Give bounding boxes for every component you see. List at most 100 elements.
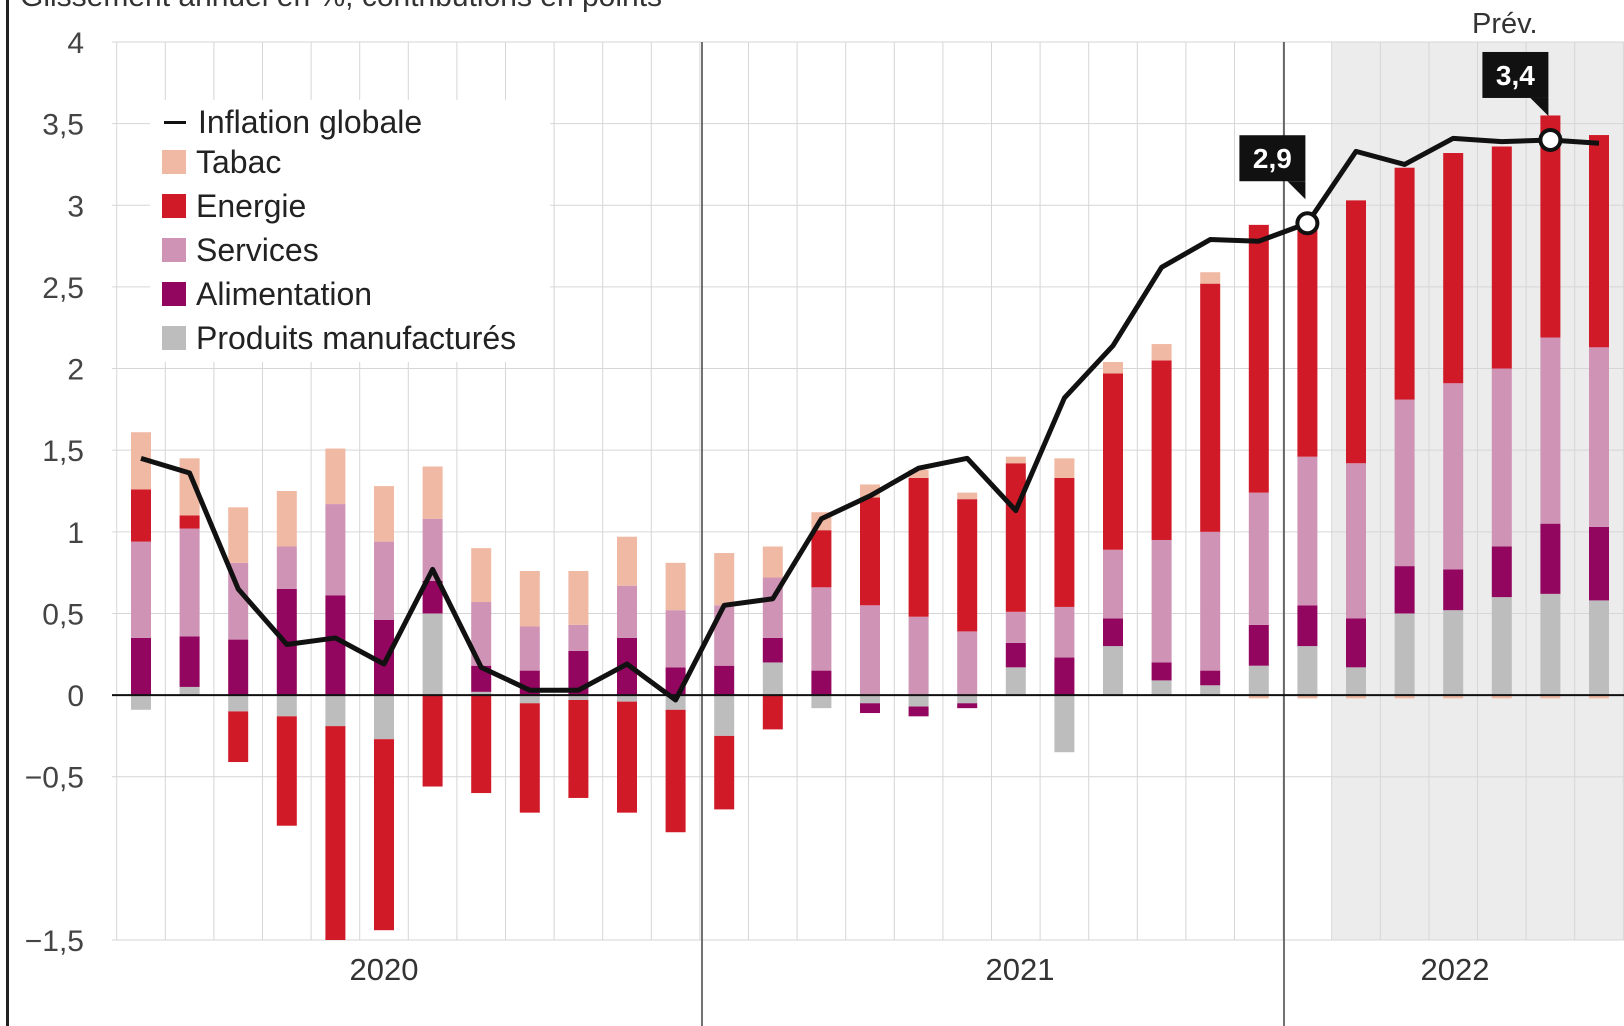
bar-alimentation [1394, 566, 1415, 614]
bar-energie [519, 703, 540, 813]
bar-tabac [1200, 272, 1221, 284]
legend-swatch [162, 238, 186, 262]
bar-energie [1589, 135, 1609, 348]
bar-tabac [568, 571, 589, 625]
bar-energie [276, 716, 297, 826]
bar-tabac [1346, 695, 1366, 699]
y-tick-label: 2 [67, 354, 84, 387]
bar-energie [179, 515, 200, 529]
bar-energie [957, 499, 978, 632]
bar-produits [617, 695, 637, 702]
legend-swatch [162, 326, 186, 350]
bar-produits [422, 613, 443, 696]
bar-tabac [1540, 695, 1561, 699]
y-tick-label: 2,5 [42, 272, 84, 305]
bar-produits [762, 662, 783, 696]
bar-alimentation [1151, 662, 1172, 681]
callout-box [1239, 135, 1306, 182]
bar-energie [1248, 224, 1269, 493]
y-tick-label: 0,5 [42, 598, 84, 631]
bar-energie [714, 735, 735, 810]
bar-produits [1589, 600, 1609, 696]
bar-services [860, 605, 880, 696]
bar-energie [860, 497, 880, 606]
forecast-label: Prév. [1472, 8, 1538, 40]
legend-item-energie: Energie [162, 186, 306, 226]
x-year-label: 2021 [986, 952, 1055, 987]
bar-alimentation [568, 651, 589, 696]
bar-produits [1346, 667, 1366, 696]
bar-tabac [1589, 695, 1609, 699]
bar-services [179, 528, 200, 637]
bar-services [1005, 611, 1026, 643]
bar-energie [228, 711, 249, 763]
bar-produits [325, 695, 346, 727]
bar-tabac [1394, 695, 1415, 699]
bar-energie [665, 709, 686, 833]
bar-services [1248, 492, 1269, 625]
legend-item-alimentation: Alimentation [162, 274, 372, 314]
bar-alimentation [1005, 642, 1026, 668]
bar-alimentation [325, 595, 346, 696]
bar-tabac [1443, 695, 1464, 699]
bar-produits [714, 695, 735, 736]
bar-produits [908, 695, 929, 707]
bar-tabac [1103, 362, 1123, 374]
bar-services [665, 610, 686, 668]
bar-alimentation [762, 637, 783, 663]
y-tick-label: 1 [67, 517, 84, 550]
legend-item-inflation: Inflation globale [162, 102, 422, 142]
bar-produits [1540, 593, 1561, 696]
bar-alimentation [422, 580, 443, 614]
bar-produits [228, 695, 249, 712]
bar-tabac [325, 448, 346, 505]
bar-alimentation [1443, 569, 1464, 611]
bar-energie [1491, 146, 1512, 369]
bar-services [1394, 399, 1415, 567]
bar-tabac [228, 507, 249, 563]
bar-alimentation [908, 706, 929, 717]
bar-services [811, 587, 832, 671]
bar-tabac [617, 536, 637, 586]
bar-tabac [665, 562, 686, 611]
bar-energie [1151, 360, 1172, 540]
bar-produits [519, 695, 540, 704]
bar-produits [131, 695, 151, 710]
bar-services [276, 546, 297, 589]
bar-produits [1443, 610, 1464, 696]
bar-tabac [1491, 695, 1512, 699]
bar-tabac [471, 548, 492, 603]
bar-alimentation [1248, 624, 1269, 666]
legend-line-swatch [164, 120, 186, 124]
bar-services [1054, 606, 1075, 658]
bar-produits [471, 691, 492, 696]
bar-services [471, 602, 492, 666]
bar-services [325, 504, 346, 596]
bar-services [617, 585, 637, 638]
bar-energie [374, 739, 394, 931]
bar-alimentation [860, 703, 880, 714]
bar-produits [568, 695, 589, 700]
bar-services [1151, 539, 1172, 663]
bar-alimentation [1200, 670, 1221, 686]
bar-energie [1297, 228, 1318, 457]
legend-item-services: Services [162, 230, 319, 270]
bar-energie [1005, 463, 1026, 612]
bar-produits [1103, 646, 1123, 696]
bar-alimentation [811, 670, 832, 696]
left-border [6, 0, 9, 1026]
bar-alimentation [1589, 526, 1609, 601]
bar-alimentation [1297, 605, 1318, 647]
bar-energie [1346, 200, 1366, 464]
bar-alimentation [957, 703, 978, 709]
bar-energie [617, 701, 637, 813]
legend-swatch [162, 282, 186, 306]
y-tick-label: 4 [67, 27, 84, 60]
callout-marker [1295, 211, 1320, 236]
bar-produits [957, 695, 978, 704]
bar-produits [1005, 667, 1026, 696]
bar-alimentation [179, 636, 200, 687]
bar-services [568, 624, 589, 652]
callout-value: 3,4 [1496, 60, 1535, 91]
